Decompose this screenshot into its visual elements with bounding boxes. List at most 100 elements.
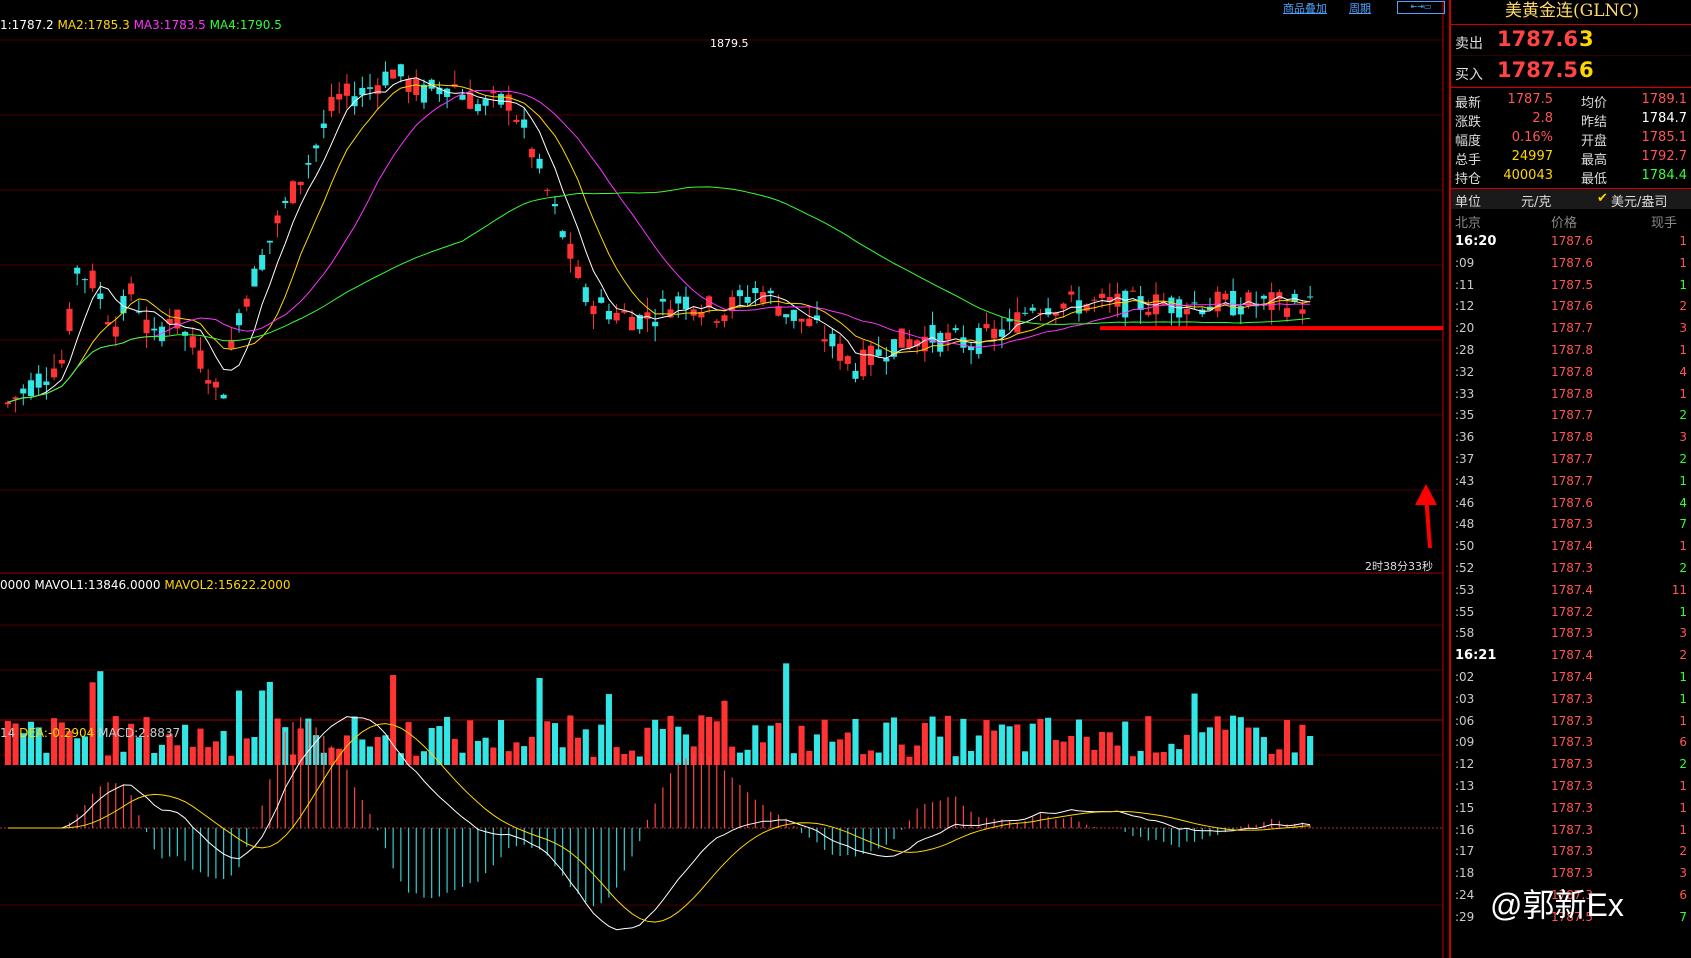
volume-bar <box>343 735 350 765</box>
volume-bar <box>382 735 389 765</box>
volume-bar <box>929 716 936 765</box>
volume-bar <box>497 720 505 765</box>
candle-body <box>104 322 112 325</box>
tick-row: 16:20 1787.6 1 <box>1451 231 1691 253</box>
moving-average-line <box>7 186 1311 403</box>
volume-bar <box>1276 749 1283 765</box>
volume-bar <box>1099 731 1106 765</box>
candle-body <box>559 231 566 238</box>
volume-bar <box>1122 721 1129 765</box>
unit-option-ounce[interactable]: 美元/盎司 <box>1611 195 1668 210</box>
candle-body <box>713 321 720 323</box>
candle-body <box>482 99 489 106</box>
window-controls-icon[interactable]: ⇤⇥▭ <box>1397 1 1445 14</box>
tick-time: :02 <box>1455 669 1475 684</box>
volume-bar <box>613 747 620 765</box>
volume-bar <box>536 677 543 765</box>
tick-price: 1787.6 <box>1551 495 1593 510</box>
quote-label: 涨跌 <box>1455 115 1482 130</box>
tick-time: :36 <box>1455 430 1475 445</box>
candle-body <box>251 268 258 287</box>
tick-time: :37 <box>1455 451 1475 466</box>
volume-bar <box>729 746 736 765</box>
candle-body <box>682 296 690 310</box>
volume-bar <box>120 751 127 765</box>
quote-label: 最新 <box>1455 96 1482 111</box>
volume-bar <box>174 745 181 765</box>
kline-chart-area[interactable]: 商品叠加 周期 ⇤⇥▭ 1:1787.2 MA2:1785.3 MA3:1783… <box>0 0 1447 958</box>
volume-bar <box>652 719 659 765</box>
volume-bar <box>567 715 574 765</box>
tick-qty: 7 <box>1679 909 1687 924</box>
candle-body <box>744 296 751 303</box>
volume-bar <box>1168 743 1175 765</box>
sell-qty: 3 <box>1579 27 1594 51</box>
candle-body <box>505 94 512 111</box>
candle-body <box>698 312 705 318</box>
quote-label: 最低 <box>1581 172 1608 187</box>
candle-body <box>1237 306 1244 315</box>
chart-canvas[interactable] <box>0 0 1447 958</box>
volume-bar <box>1160 752 1167 765</box>
volume-bar <box>544 721 551 765</box>
vol-label: 0000 <box>0 578 31 592</box>
candle-body <box>336 93 343 100</box>
volume-bar <box>467 720 474 765</box>
volume-bar <box>436 726 443 765</box>
volume-bar <box>35 727 42 765</box>
unit-row[interactable]: 单位 元/克 ✔ 美元/盎司 <box>1451 188 1691 210</box>
volume-bar <box>1029 723 1036 765</box>
candle-body <box>914 340 921 347</box>
volume-bar <box>528 736 535 765</box>
tick-row: :16 1787.3 1 <box>1451 820 1691 842</box>
volume-bar <box>1114 745 1121 765</box>
tick-qty: 6 <box>1679 887 1687 902</box>
overlay-link[interactable]: 商品叠加 <box>1283 2 1327 15</box>
candle-body <box>89 270 96 289</box>
buy-row[interactable]: 买入 1787.5 6 <box>1451 56 1691 87</box>
volume-bar <box>852 718 859 765</box>
volume-bar <box>490 747 497 765</box>
candle-body <box>590 305 597 315</box>
candle-body <box>1307 296 1314 298</box>
candle-body <box>921 336 928 352</box>
candle-body <box>112 326 119 337</box>
candle-body <box>128 283 135 295</box>
sell-row[interactable]: 卖出 1787.6 3 <box>1451 25 1691 56</box>
volume-bar <box>628 750 636 765</box>
tick-price: 1787.3 <box>1551 866 1593 881</box>
tick-qty: 3 <box>1679 430 1687 445</box>
tick-row: :55 1787.2 1 <box>1451 602 1691 624</box>
candle-body <box>174 309 181 329</box>
tick-qty: 3 <box>1679 626 1687 641</box>
unit-option-gram[interactable]: 元/克 <box>1521 195 1552 210</box>
candle-body <box>305 162 312 165</box>
volume-bar <box>914 745 921 765</box>
volume-bar <box>991 730 998 765</box>
macd-dea-line <box>7 723 1311 923</box>
volume-bar <box>582 729 589 765</box>
candle-body <box>582 287 589 303</box>
candle-body <box>1029 307 1036 311</box>
tick-row: :32 1787.8 4 <box>1451 362 1691 384</box>
tick-time: :17 <box>1455 844 1475 859</box>
candle-body <box>182 331 189 336</box>
check-icon: ✔ <box>1597 191 1608 206</box>
tick-time: :06 <box>1455 713 1475 728</box>
volume-bar <box>1137 750 1144 765</box>
candle-body <box>366 87 374 89</box>
volume-bar <box>644 727 651 765</box>
volume-bar <box>968 750 975 765</box>
candle-body <box>228 340 235 349</box>
ticks-list[interactable]: 16:20 1787.6 1:09 1787.6 1:11 1787.5 1:12 1787.… <box>1451 231 1691 929</box>
period-link[interactable]: 周期 <box>1349 2 1371 15</box>
volume-bar <box>1091 749 1098 765</box>
candle-body <box>1037 312 1044 314</box>
tick-row: :24 1787.3 6 <box>1451 885 1691 907</box>
volume-bar <box>97 671 104 765</box>
quote-grid: 最新 1787.5 均价 1789.1 涨跌 2.8 昨结 1784.7 幅度 0.16% 开盘 17… <box>1451 87 1691 188</box>
tick-qty: 1 <box>1679 691 1687 706</box>
candle-body <box>906 339 913 349</box>
ticks-price-header: 价格 <box>1551 216 1578 231</box>
tick-time: :28 <box>1455 342 1475 357</box>
